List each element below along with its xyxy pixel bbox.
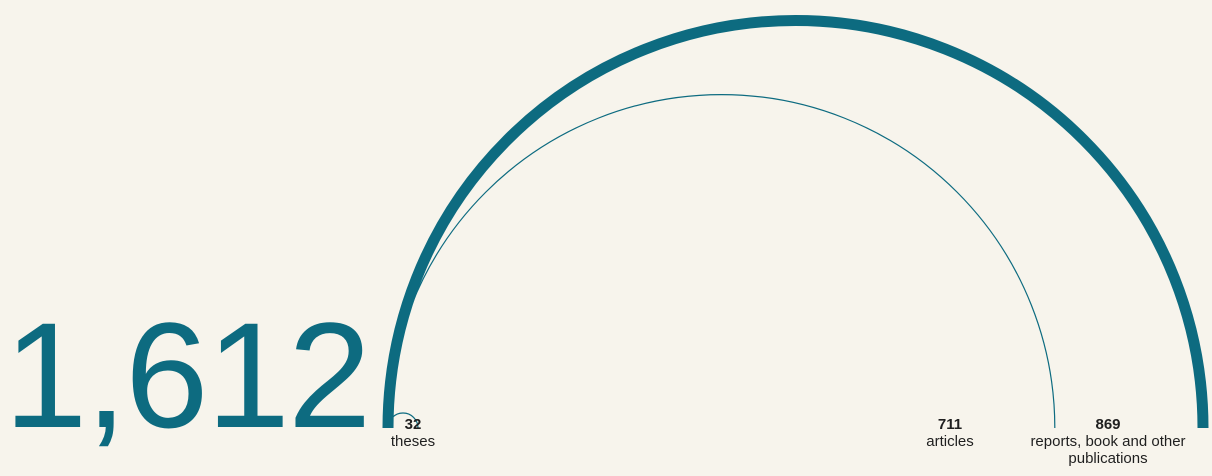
category-theses: theses [390,433,436,450]
value-reports: 869 [1095,416,1121,433]
total-count: 1,612 [4,291,371,459]
arc-reports [382,15,1209,429]
arc-articles [387,94,1056,429]
value-articles: 711 [937,416,963,433]
label-articles: 711 articles [900,416,1000,450]
label-reports: 869 reports, book and other publications [1008,416,1208,467]
label-theses: 32 theses [363,416,463,450]
category-articles: articles [926,433,974,450]
value-theses: 32 [404,416,422,433]
category-reports: reports, book and other publications [1030,433,1186,467]
